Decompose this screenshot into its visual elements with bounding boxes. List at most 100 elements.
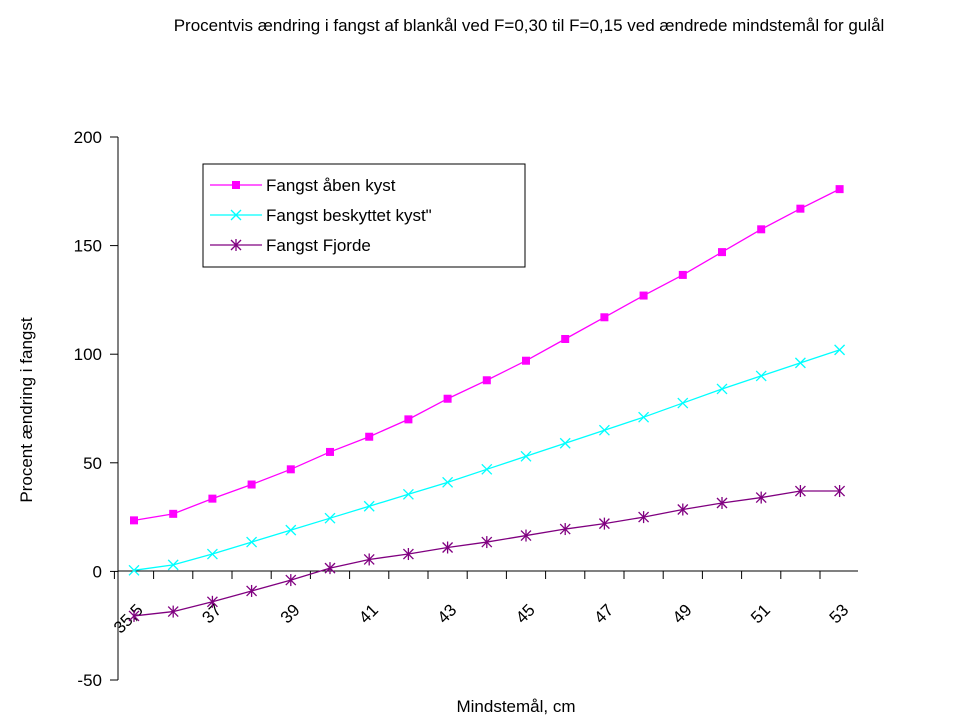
data-point — [794, 357, 806, 369]
x-axis-title: Mindstemål, cm — [456, 697, 576, 716]
data-point — [130, 516, 138, 525]
data-point — [169, 509, 178, 518]
data-point — [755, 370, 767, 382]
data-point — [167, 605, 179, 618]
data-point — [559, 523, 571, 536]
marker-stroke — [167, 559, 179, 571]
data-point — [206, 548, 218, 560]
legend-label: Fangst åben kyst — [266, 176, 396, 195]
marker-stroke — [834, 344, 846, 356]
x-tick-label: 49 — [669, 600, 696, 627]
marker-stroke — [716, 383, 728, 395]
marker-stroke — [598, 424, 610, 436]
data-point — [230, 209, 242, 221]
series — [130, 185, 844, 525]
data-point — [718, 248, 726, 257]
data-point — [246, 584, 258, 597]
data-point — [598, 517, 610, 530]
x-tick-label: 41 — [355, 600, 382, 627]
legend: Fangst åben kyst Fangst beskyttet kyst" Fa… — [202, 163, 526, 268]
marker-stroke — [206, 548, 218, 560]
legend-item: Fangst beskyttet kyst" — [210, 206, 432, 225]
data-point — [442, 541, 454, 554]
data-point — [208, 494, 217, 503]
data-point — [598, 424, 610, 436]
x-tick-label: 39 — [277, 600, 304, 627]
data-point — [442, 476, 454, 488]
series — [128, 344, 846, 576]
data-point — [600, 313, 609, 322]
marker-stroke — [402, 488, 414, 500]
data-point — [443, 394, 452, 403]
data-point — [232, 181, 240, 189]
data-point — [638, 411, 650, 423]
data-point — [402, 488, 414, 500]
data-point — [230, 239, 242, 251]
data-point — [796, 204, 805, 213]
data-point — [677, 503, 689, 516]
data-point — [834, 485, 846, 498]
data-point — [639, 291, 648, 300]
series — [128, 485, 846, 622]
marker-stroke — [442, 476, 454, 488]
data-point — [247, 480, 256, 489]
data-point — [559, 437, 571, 449]
data-point — [794, 485, 806, 498]
marker-stroke — [246, 536, 258, 548]
data-point — [561, 334, 570, 343]
y-axis-title: Procent ændring i fangst — [17, 317, 36, 502]
data-point — [834, 344, 846, 356]
x-tick-label: 35,5 — [110, 600, 147, 637]
data-point — [128, 564, 140, 576]
data-point — [324, 562, 336, 575]
x-tick-label: 53 — [826, 600, 853, 627]
y-tick-label: 200 — [74, 128, 102, 147]
data-point — [404, 415, 413, 424]
marker-stroke — [363, 500, 375, 512]
legend-label: Fangst beskyttet kyst" — [266, 206, 432, 225]
data-point — [520, 529, 532, 542]
data-point — [206, 595, 218, 608]
data-point — [677, 397, 689, 409]
legend-item: Fangst Fjorde — [210, 236, 371, 255]
marker-stroke — [324, 512, 336, 524]
y-axis-ticks: -50 0 50 100 150 200 — [74, 128, 118, 690]
y-tick-label: 50 — [83, 454, 102, 473]
data-point — [482, 376, 491, 385]
marker-stroke — [520, 450, 532, 462]
data-point — [678, 270, 687, 279]
data-point — [520, 450, 532, 462]
data-point — [835, 185, 844, 194]
marker-stroke — [559, 437, 571, 449]
data-point — [363, 553, 375, 566]
data-point — [128, 609, 140, 622]
data-point — [285, 574, 297, 587]
marker-stroke — [677, 397, 689, 409]
y-tick-label: 0 — [93, 562, 102, 581]
data-point — [755, 491, 767, 504]
chart-title: Procentvis ændring i fangst af blankål v… — [173, 16, 885, 35]
axes — [117, 137, 858, 680]
x-tick-label: 45 — [512, 600, 539, 627]
marker-stroke — [128, 564, 140, 576]
data-point — [365, 432, 374, 441]
data-point — [285, 524, 297, 536]
x-tick-label: 43 — [434, 600, 461, 627]
marker-stroke — [481, 463, 493, 475]
series-layer — [128, 185, 846, 622]
data-point — [522, 356, 530, 365]
data-point — [481, 463, 493, 475]
x-tick-label: 51 — [747, 600, 774, 627]
data-point — [167, 559, 179, 571]
series-line — [133, 490, 840, 617]
data-point — [481, 536, 493, 549]
data-point — [716, 383, 728, 395]
y-tick-label: -50 — [77, 671, 102, 690]
marker-stroke — [755, 370, 767, 382]
x-axis-ticks: 35,5 37 39 41 43 45 47 49 51 53 — [110, 571, 852, 637]
data-point — [363, 500, 375, 512]
legend-label: Fangst Fjorde — [266, 236, 371, 255]
marker-stroke — [285, 524, 297, 536]
marker-stroke — [638, 411, 650, 423]
